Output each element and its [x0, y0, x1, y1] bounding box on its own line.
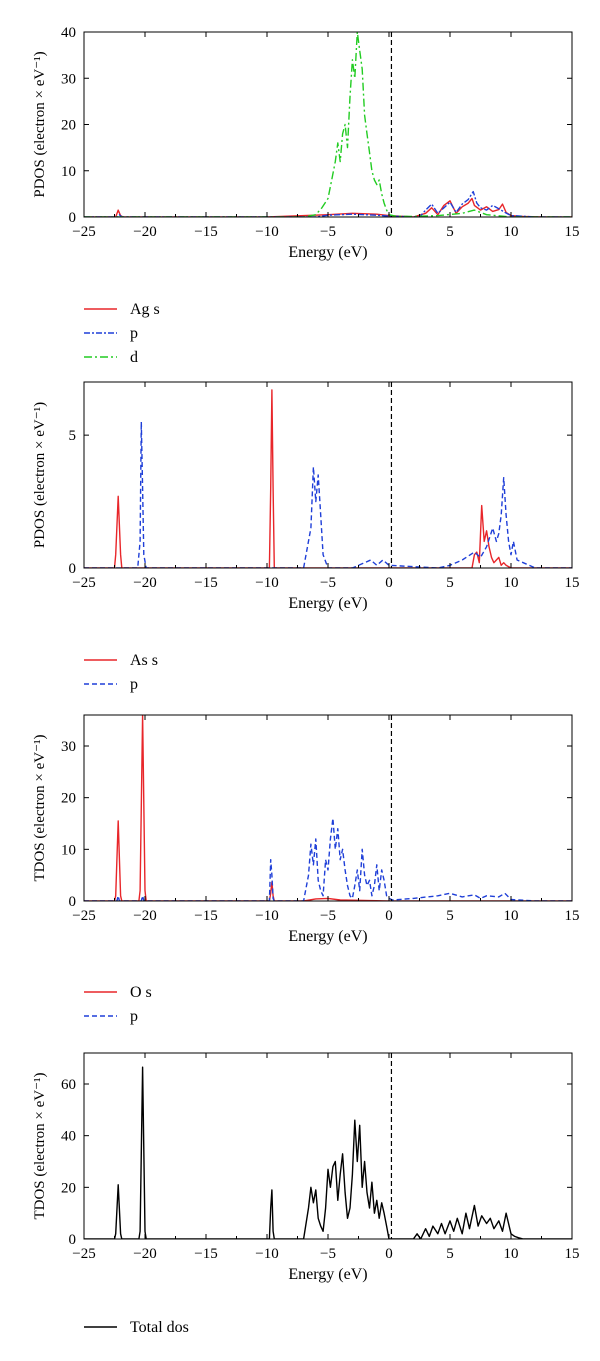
x-tick-label: 0: [385, 224, 393, 240]
legend-entry: p: [130, 1008, 138, 1025]
y-tick-label: 30: [61, 739, 76, 755]
x-tick-label: 15: [565, 224, 580, 240]
x-tick-label: 0: [385, 908, 393, 924]
x-tick-label: 10: [504, 575, 519, 591]
y-tick-label: 20: [61, 1180, 76, 1196]
chart-panel-2: −25 −20 −15 −10 −5 0 5 10 15 0 5 Energy (eV) PDOS (e…: [32, 381, 580, 693]
x-tick-label: −15: [194, 575, 217, 591]
y-tick-label: 30: [61, 71, 76, 87]
legend: As s p: [84, 652, 158, 693]
y-axis-label: TDOS (electron × eV⁻¹): [32, 734, 48, 881]
series-group: [84, 715, 572, 901]
x-tick-label: −25: [72, 1246, 95, 1262]
legend: Ag s pd: [84, 301, 160, 366]
x-tick-label: 0: [385, 575, 393, 591]
chart-panel-3: −25 −20 −15 −10 −5 0 5 10 15 0 10 20 30 Energy (eV) TD…: [32, 714, 580, 1025]
x-tick-label: 5: [446, 908, 454, 924]
x-tick-label: −10: [255, 224, 278, 240]
x-tick-label: −15: [194, 1246, 217, 1262]
x-tick-label: −25: [72, 575, 95, 591]
x-tick-label: 15: [565, 575, 580, 591]
x-tick-label: −20: [133, 575, 156, 591]
x-axis-label: Energy (eV): [288, 595, 367, 612]
x-tick-label: −5: [320, 1246, 336, 1262]
series-line-2: [84, 421, 572, 568]
y-tick-label: 0: [69, 561, 77, 577]
chart-panel-4: −25 −20 −15 −10 −5 0 5 10 15 0 20 40 60 Energy (eV) TD…: [32, 1052, 580, 1336]
y-tick-label: 0: [69, 894, 77, 910]
x-tick-label: 15: [565, 1246, 580, 1262]
y-tick-label: 40: [61, 25, 76, 41]
legend: Total dos: [84, 1319, 189, 1336]
x-tick-label: 5: [446, 575, 454, 591]
y-tick-label: 10: [61, 842, 76, 858]
y-tick-label: 40: [61, 1129, 76, 1145]
x-tick-label: 0: [385, 1246, 393, 1262]
series-group: [84, 1066, 572, 1239]
x-tick-label: 10: [504, 1246, 519, 1262]
plot-frame: [83, 381, 573, 569]
x-axis-label: Energy (eV): [288, 928, 367, 945]
y-tick-label: 20: [61, 791, 76, 807]
legend-entry: Total dos: [130, 1319, 189, 1336]
y-axis-label: TDOS (electron × eV⁻¹): [32, 1072, 48, 1219]
series-line-3: [84, 32, 572, 217]
x-tick-label: −15: [194, 224, 217, 240]
y-tick-label: 5: [69, 428, 77, 444]
y-tick-label: 0: [69, 1232, 77, 1248]
y-tick-label: 10: [61, 164, 76, 180]
series-line-2: [84, 190, 572, 217]
x-tick-label: −10: [255, 1246, 278, 1262]
x-tick-label: −20: [133, 1246, 156, 1262]
series-line-1: [84, 389, 572, 568]
x-tick-label: −5: [320, 575, 336, 591]
y-tick-label: 0: [69, 210, 77, 226]
legend-entry: d: [130, 349, 138, 366]
plot-frame: [83, 714, 573, 902]
x-tick-label: −10: [255, 575, 278, 591]
x-axis-label: Energy (eV): [288, 1266, 367, 1283]
x-tick-label: −15: [194, 908, 217, 924]
series-group: [84, 32, 572, 217]
plot-frame: [83, 1052, 573, 1240]
legend-entry: O s: [130, 984, 152, 1001]
x-tick-label: −10: [255, 908, 278, 924]
legend: O s p: [84, 984, 152, 1025]
x-axis-label: Energy (eV): [288, 244, 367, 261]
x-tick-label: −20: [133, 224, 156, 240]
x-tick-label: −20: [133, 908, 156, 924]
plot-frame: [83, 31, 573, 218]
series-line-1: [84, 1066, 572, 1239]
x-tick-label: −5: [320, 908, 336, 924]
y-axis-label: PDOS (electron × eV⁻¹): [32, 402, 48, 548]
x-tick-label: −5: [320, 224, 336, 240]
legend-entry: As s: [130, 652, 158, 669]
x-tick-label: 10: [504, 224, 519, 240]
y-tick-label: 20: [61, 118, 76, 134]
y-tick-label: 60: [61, 1077, 76, 1093]
legend-entry: p: [130, 676, 138, 693]
series-line-1: [84, 715, 572, 901]
x-tick-label: 5: [446, 1246, 454, 1262]
x-tick-label: 15: [565, 908, 580, 924]
chart-panel-1: −25 −20 −15 −10 −5 0 5 10 15 0 10 20 30 40 Energy (eV)…: [32, 25, 580, 366]
x-tick-label: −25: [72, 908, 95, 924]
x-tick-label: −25: [72, 224, 95, 240]
legend-entry: Ag s: [130, 301, 160, 318]
x-tick-label: 5: [446, 224, 454, 240]
series-group: [84, 389, 572, 568]
y-axis-label: PDOS (electron × eV⁻¹): [32, 51, 48, 197]
x-tick-label: 10: [504, 908, 519, 924]
series-line-2: [84, 817, 572, 901]
legend-entry: p: [130, 325, 138, 342]
